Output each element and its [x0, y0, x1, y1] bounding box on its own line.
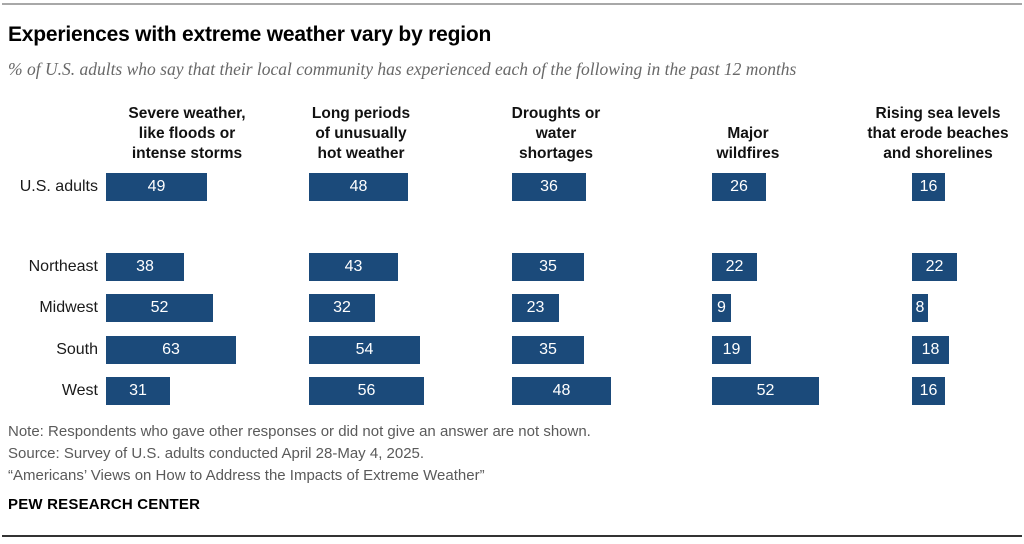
bar: 54	[309, 336, 420, 364]
bar-value-label: 16	[919, 178, 938, 195]
row-label: South	[56, 341, 98, 358]
bar-value-label: 22	[725, 258, 744, 275]
bar-value-label: 8	[915, 299, 925, 316]
column-header: Long periods of unusually hot weather	[251, 92, 471, 164]
column-header-line: wildfires	[716, 145, 780, 162]
bar-value-label: 19	[722, 341, 741, 358]
bar-value-label: 31	[129, 382, 147, 399]
bar: 31	[106, 377, 170, 405]
bottom-divider	[2, 535, 1022, 537]
bar-value-label: 52	[150, 299, 169, 316]
bar: 48	[512, 377, 611, 405]
bar-value-label: 54	[355, 341, 374, 358]
bar-value-label: 38	[136, 258, 154, 275]
bar: 49	[106, 173, 207, 201]
column-header-line: shortages	[518, 145, 594, 162]
bar-value-label: 56	[357, 382, 376, 399]
column-header-line: Rising sea levels	[875, 105, 1001, 122]
row-label: West	[61, 382, 98, 399]
bar-value-label: 18	[921, 341, 940, 358]
bar: 19	[712, 336, 751, 364]
chart-report-title: “Americans’ Views on How to Address the …	[8, 467, 485, 484]
bar: 9	[712, 294, 731, 322]
bar-value-label: 48	[552, 382, 571, 399]
column-header-line: intense storms	[131, 145, 243, 162]
column-header-line: Droughts or	[511, 105, 601, 122]
chart-subtitle: % of U.S. adults who say that their loca…	[8, 59, 797, 79]
bar: 52	[106, 294, 213, 322]
bar: 16	[912, 173, 945, 201]
bar: 38	[106, 253, 184, 281]
column-header-line: like floods or	[138, 125, 236, 142]
bar: 35	[512, 336, 584, 364]
bar-value-label: 48	[349, 178, 368, 195]
bar-value-label: 63	[162, 341, 180, 358]
column-header-line: Major	[727, 125, 769, 142]
bar-value-label: 9	[717, 299, 726, 316]
bar-value-label: 52	[756, 382, 775, 399]
row-label: Midwest	[39, 299, 98, 316]
column-header: Major wildfires	[638, 92, 858, 164]
bar: 18	[912, 336, 949, 364]
bar-value-label: 32	[333, 299, 351, 316]
bar-value-label: 16	[919, 382, 938, 399]
bar: 48	[309, 173, 408, 201]
bar-value-label: 35	[539, 341, 557, 358]
row-label: Northeast	[28, 258, 98, 275]
row-label: U.S. adults	[19, 178, 98, 195]
chart-title: Experiences with extreme weather vary by…	[8, 23, 492, 46]
column-header-line: Severe weather,	[128, 105, 246, 122]
bar: 26	[712, 173, 766, 201]
bar: 23	[512, 294, 559, 322]
column-header-line: of unusually	[315, 125, 407, 142]
bar: 43	[309, 253, 398, 281]
bar: 8	[912, 294, 928, 322]
bar: 52	[712, 377, 819, 405]
pew-research-center-logo: PEW RESEARCH CENTER	[8, 496, 201, 513]
bar-value-label: 22	[925, 258, 944, 275]
bar-value-label: 23	[526, 299, 545, 316]
bar-value-label: 43	[344, 258, 363, 275]
chart-note: Note: Respondents who gave other respons…	[8, 423, 591, 440]
bar: 16	[912, 377, 945, 405]
bar-value-label: 36	[540, 178, 558, 195]
column-header-line: water	[535, 125, 577, 142]
top-divider	[2, 3, 1022, 5]
column-header: Severe weather, like floods or intense sto…	[77, 92, 297, 164]
bar-value-label: 35	[539, 258, 557, 275]
bar: 63	[106, 336, 236, 364]
bar: 36	[512, 173, 586, 201]
bar: 22	[712, 253, 757, 281]
chart-source: Source: Survey of U.S. adults conducted …	[8, 445, 425, 462]
column-header-line: Long periods	[311, 105, 411, 122]
bar: 35	[512, 253, 584, 281]
bar: 22	[912, 253, 957, 281]
bar-value-label: 26	[730, 178, 748, 195]
bar-value-label: 49	[147, 178, 166, 195]
bar: 56	[309, 377, 424, 405]
column-header-line: and shorelines	[883, 145, 993, 162]
column-header: Droughts or water shortages	[446, 92, 666, 164]
column-header-line: hot weather	[317, 145, 405, 162]
bar: 32	[309, 294, 375, 322]
column-header-line: that erode beaches	[867, 125, 1009, 142]
column-header: Rising sea levels that erode beaches and s…	[828, 92, 1024, 164]
